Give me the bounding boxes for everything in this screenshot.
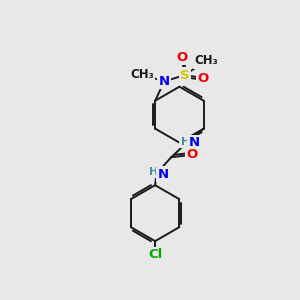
Text: CH₃: CH₃ (130, 68, 154, 81)
Text: N: N (188, 136, 200, 149)
Text: S: S (180, 69, 190, 82)
Text: CH₃: CH₃ (194, 54, 218, 68)
Text: N: N (158, 75, 169, 88)
Text: H: H (181, 137, 190, 147)
Text: Cl: Cl (148, 248, 162, 261)
Text: H: H (149, 167, 159, 177)
Text: O: O (176, 51, 187, 64)
Text: O: O (186, 148, 197, 161)
Text: O: O (197, 71, 208, 85)
Text: N: N (158, 168, 169, 181)
